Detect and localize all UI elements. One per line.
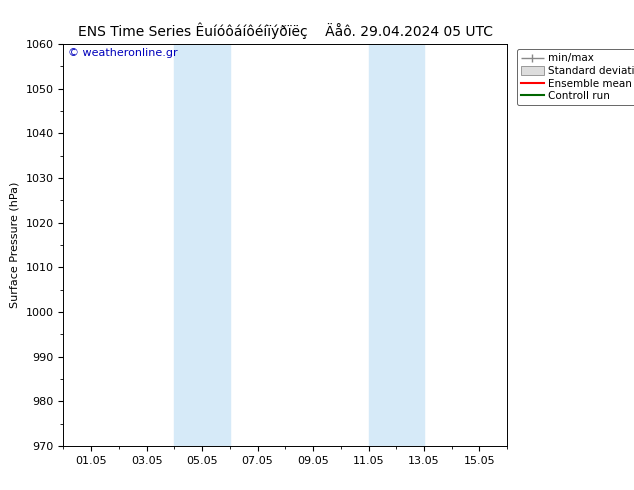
- Bar: [174, 44, 230, 446]
- Bar: [368, 44, 424, 446]
- Title: ENS Time Series Êuíóôáíôéíïýðïëç    Äåô. 29.04.2024 05 UTC: ENS Time Series Êuíóôáíôéíïýðïëç Äåô. 29…: [78, 22, 493, 39]
- Text: © weatheronline.gr: © weatheronline.gr: [68, 48, 178, 58]
- Legend: min/max, Standard deviation, Ensemble mean run, Controll run: min/max, Standard deviation, Ensemble me…: [517, 49, 634, 105]
- Y-axis label: Surface Pressure (hPa): Surface Pressure (hPa): [10, 182, 20, 308]
